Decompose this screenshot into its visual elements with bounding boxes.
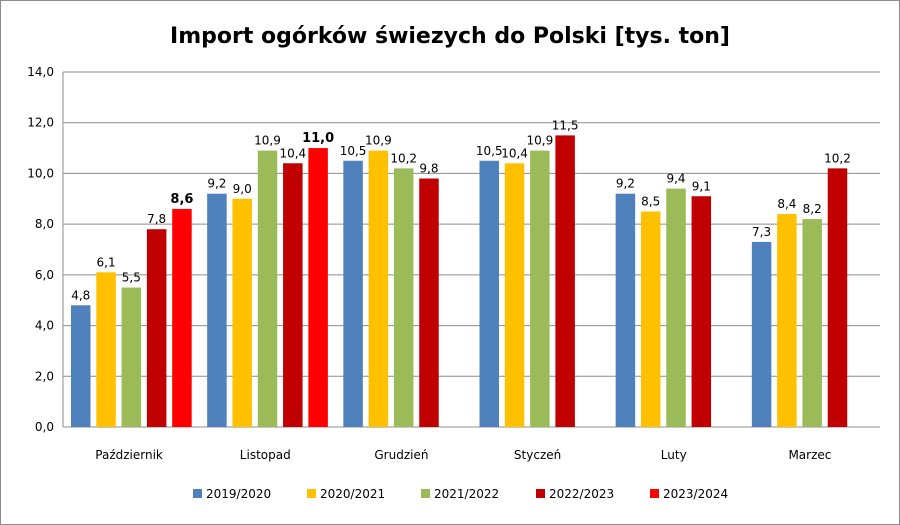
data-label: 7,8 — [147, 212, 166, 226]
data-label: 10,4 — [501, 146, 528, 160]
y-tick-label: 8,0 — [35, 217, 54, 231]
y-tick-label: 2,0 — [35, 369, 54, 383]
legend-label: 2020/2021 — [320, 487, 385, 501]
bar — [343, 160, 363, 427]
bar — [640, 211, 661, 427]
bar — [615, 193, 636, 427]
data-label: 11,5 — [552, 118, 579, 132]
chart-title: Import ogórków świezych do Polski [tys. … — [170, 24, 730, 49]
data-label: 10,5 — [340, 144, 367, 158]
x-category-label: Październik — [95, 448, 163, 462]
bar — [232, 198, 252, 427]
bar — [283, 163, 303, 428]
data-label: 11,0 — [302, 131, 334, 146]
bar — [146, 229, 167, 427]
data-label: 4,8 — [71, 288, 90, 302]
x-category-label: Luty — [661, 448, 687, 462]
y-tick-label: 14,0 — [27, 65, 54, 79]
data-label: 7,3 — [752, 225, 771, 239]
bar — [257, 150, 278, 427]
x-axis-categories: Październik Listopad Grudzień Styczeń Luty Ma… — [95, 448, 831, 462]
bar — [419, 178, 439, 427]
bar — [308, 148, 328, 428]
y-tick-label: 0,0 — [35, 420, 54, 434]
data-label: 9,4 — [666, 172, 685, 186]
data-label: 10,9 — [526, 134, 553, 148]
data-label: 10,2 — [824, 151, 851, 165]
bar — [777, 214, 797, 427]
bar — [172, 208, 192, 427]
x-category-label: Styczeń — [514, 448, 561, 462]
data-label: 9,2 — [616, 177, 635, 191]
bar — [802, 219, 822, 427]
x-category-label: Grudzień — [374, 448, 428, 462]
legend-label: 2023/2024 — [663, 487, 728, 501]
bar — [530, 150, 550, 427]
data-label: 10,9 — [254, 134, 281, 148]
bar — [479, 160, 499, 427]
bar — [827, 168, 848, 427]
data-label: 9,2 — [207, 177, 226, 191]
legend-swatch — [421, 489, 430, 498]
x-category-label: Listopad — [240, 448, 291, 462]
legend-label: 2019/2020 — [206, 487, 271, 501]
bar — [71, 305, 91, 427]
y-tick-label: 12,0 — [27, 116, 54, 130]
data-label: 8,6 — [170, 192, 193, 207]
bar — [751, 241, 772, 427]
data-label: 10,4 — [279, 146, 306, 160]
data-label: 5,5 — [122, 271, 141, 285]
legend-swatch — [650, 489, 659, 498]
bar — [691, 196, 712, 427]
legend-swatch — [193, 489, 202, 498]
bar — [504, 163, 525, 428]
gridlines — [62, 71, 880, 428]
y-tick-label: 6,0 — [35, 268, 54, 282]
data-label: 9,1 — [692, 179, 711, 193]
data-label: 10,2 — [390, 151, 417, 165]
bar — [207, 193, 227, 427]
x-category-label: Marzec — [788, 448, 831, 462]
bar — [121, 287, 142, 427]
bar — [368, 150, 389, 427]
data-label: 8,4 — [777, 197, 796, 211]
data-label: 6,1 — [97, 255, 116, 269]
legend-label: 2021/2022 — [434, 487, 499, 501]
bars — [71, 135, 848, 428]
legend-label: 2022/2023 — [549, 487, 614, 501]
y-axis-ticks: 0,0 2,0 4,0 6,0 8,0 10,0 12,0 14,0 — [27, 65, 54, 434]
y-tick-label: 10,0 — [27, 166, 54, 180]
bar — [555, 135, 575, 427]
y-tick-label: 4,0 — [35, 319, 54, 333]
data-label: 9,8 — [419, 162, 438, 176]
data-label: 8,5 — [641, 194, 660, 208]
data-label: 10,5 — [476, 144, 503, 158]
data-label: 8,2 — [803, 202, 822, 216]
data-label: 9,0 — [233, 182, 252, 196]
data-label: 10,9 — [365, 134, 392, 148]
data-labels: 4,86,15,57,88,69,2 9,010,910,411,010,510,… — [71, 118, 851, 302]
bar — [96, 272, 116, 427]
legend-swatch — [307, 489, 316, 498]
legend: 2019/2020 2020/2021 2021/2022 2022/2023 2023… — [193, 487, 728, 501]
bar — [666, 188, 686, 427]
bar — [393, 168, 414, 427]
legend-swatch — [536, 489, 545, 498]
